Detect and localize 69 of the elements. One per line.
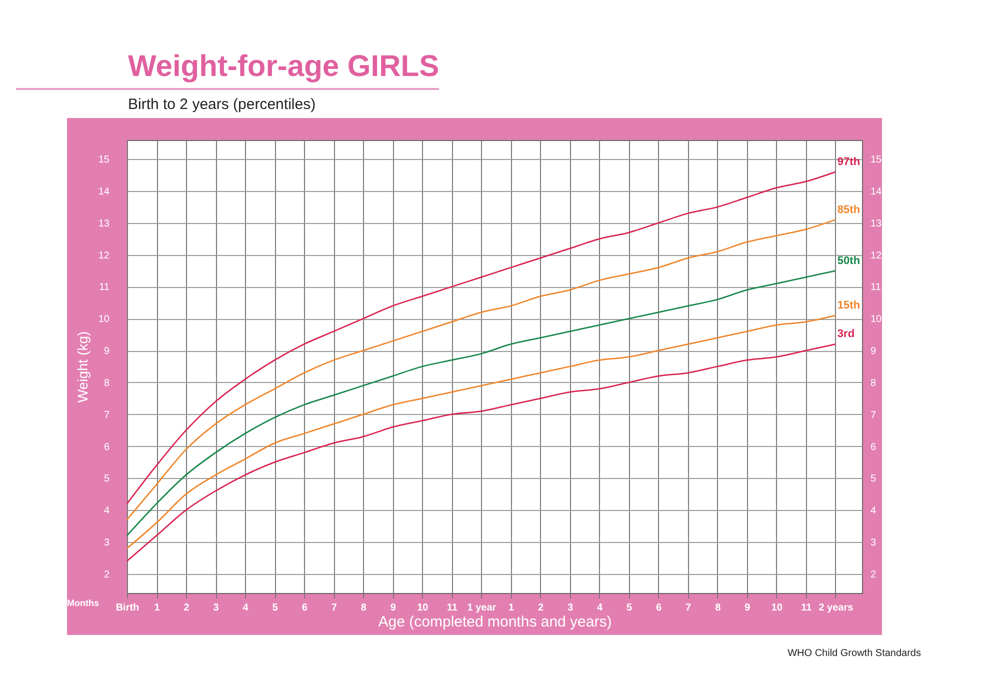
series-label: 3rd	[837, 328, 855, 340]
x-tick-label: 4	[242, 602, 249, 614]
y2-tick-label: 13	[870, 218, 882, 230]
line-series	[126, 219, 836, 520]
y2-tick-label: 7	[870, 410, 876, 421]
x-tick-label: 6	[656, 602, 662, 614]
y2-tick-label: 5	[870, 474, 876, 485]
x-tick-label: 2	[538, 602, 544, 614]
chart-title: Weight-for-age GIRLS	[16, 50, 440, 90]
x-tick-label: 8	[715, 602, 722, 614]
y-tick-label: 11	[99, 282, 110, 294]
x-tick-label: 3	[567, 602, 574, 614]
x-tick-label: 8	[360, 602, 367, 614]
x-tick-label: 11	[801, 602, 812, 614]
y-tick-label: 8	[104, 378, 110, 389]
x-tick-label: 10	[417, 602, 429, 614]
x-tick-label: 7	[686, 602, 692, 614]
y2-tick-label: 4	[870, 506, 876, 517]
y-tick-label: 6	[104, 442, 110, 453]
y2-tick-label: 10	[870, 314, 882, 326]
x-tick-label: 5	[626, 602, 633, 614]
x-tick-label: 4	[597, 602, 604, 614]
x-tick-label: 3	[213, 602, 220, 614]
x-tick-label: 1	[154, 602, 160, 614]
line-series	[126, 314, 836, 550]
y2-tick-label: 2	[870, 569, 876, 580]
x-tick-label: 5	[272, 602, 278, 614]
y-tick-label: 4	[104, 506, 110, 517]
y-tick-label: 5	[104, 474, 110, 485]
series-label: 15th	[837, 299, 860, 312]
x-tick-label: 9	[390, 602, 396, 614]
y2-tick-label: 3	[870, 537, 876, 548]
x-tick-label: 7	[331, 602, 338, 614]
y2-tick-label: 12	[870, 250, 882, 262]
line-series	[126, 270, 836, 536]
line-series	[126, 343, 836, 562]
x-tick-label: 6	[302, 602, 308, 614]
x-tick-label: 9	[744, 602, 751, 614]
y2-tick-label: 8	[870, 378, 876, 389]
y-tick-label: 2	[104, 569, 110, 580]
y-tick-label: 14	[98, 186, 110, 198]
x-tick-label: 2	[184, 602, 190, 614]
x-tick-label: 10	[771, 602, 783, 614]
series-label: 97th	[837, 156, 860, 168]
x-tick-label: 11	[446, 602, 458, 614]
y-tick-label: 15	[98, 154, 110, 166]
y-tick-label: 3	[104, 537, 110, 548]
y2-tick-label: 6	[870, 442, 876, 453]
x-tick-label: Birth	[116, 602, 140, 614]
series-label: 85th	[837, 204, 860, 216]
y2-tick-label: 14	[870, 186, 882, 198]
x-axis-title: Age (completed months and years)	[378, 614, 612, 630]
x-tick-label: 2 years	[818, 602, 854, 614]
series-label: 50th	[837, 254, 860, 267]
y-axis-title: Weight (kg)	[74, 331, 90, 403]
y2-tick-label: 15	[870, 154, 882, 166]
x-tick-label: 1	[508, 602, 514, 614]
y-tick-label: 7	[104, 410, 110, 421]
y2-tick-label: 9	[870, 346, 876, 358]
x-tick-label: 1 year	[467, 602, 496, 614]
y-tick-label: 9	[104, 346, 110, 358]
chart-subtitle: Birth to 2 years (percentiles)	[128, 96, 317, 113]
y-tick-label: 12	[98, 250, 110, 262]
line-series	[126, 171, 836, 504]
y-tick-label: 13	[98, 218, 110, 230]
text: Months	[67, 598, 99, 608]
text: WHO Child Growth Standards	[788, 648, 921, 659]
y-tick-label: 10	[98, 314, 110, 326]
y2-tick-label: 11	[870, 282, 882, 294]
